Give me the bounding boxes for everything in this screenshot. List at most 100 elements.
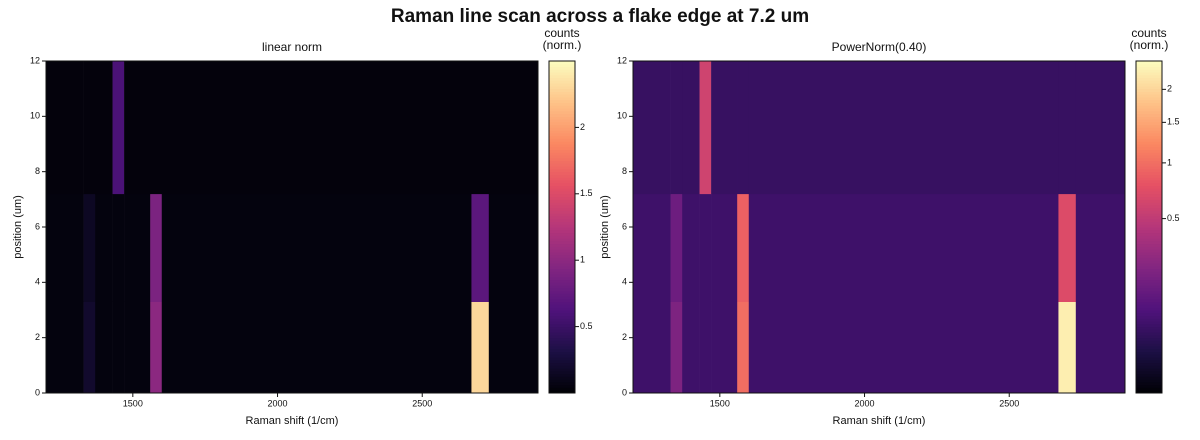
colorbar-segment: [1136, 130, 1162, 134]
colorbar-segment: [549, 113, 575, 117]
y-tick-label: 12: [30, 55, 40, 65]
colorbar-segment: [549, 119, 575, 123]
colorbar-segment: [549, 310, 575, 314]
y-tick-label: 0: [35, 387, 40, 397]
heatmap-cell: [711, 193, 738, 302]
colorbar-segment: [1136, 332, 1162, 336]
colorbar-segment: [549, 384, 575, 388]
y-tick-label: 2: [622, 332, 627, 342]
colorbar-segment: [549, 227, 575, 231]
colorbar-segment: [549, 168, 575, 173]
heatmap-cell: [124, 61, 151, 195]
colorbar-segment: [1136, 116, 1162, 120]
y-axis-label: position (um): [12, 195, 24, 259]
colorbar-segment: [1136, 312, 1162, 317]
colorbar-segment: [1136, 69, 1162, 73]
y-tick-label: 12: [617, 55, 627, 65]
colorbar-segment: [549, 185, 575, 189]
colorbar-segment: [549, 130, 575, 134]
colorbar-segment: [549, 301, 575, 305]
colorbar-segment: [1136, 384, 1162, 388]
colorbar-segment: [1136, 171, 1162, 175]
colorbar-segment: [549, 116, 575, 120]
x-axis-label: Raman shift (1/cm): [246, 415, 339, 427]
heatmap-cell: [633, 301, 671, 394]
colorbar-segment: [1136, 298, 1162, 303]
colorbar-segment: [549, 96, 575, 101]
colorbar-segment: [549, 365, 575, 369]
y-tick-label: 4: [35, 277, 40, 287]
heatmap-cell: [488, 301, 539, 394]
heatmap-cell: [95, 301, 113, 394]
colorbar-segment: [549, 232, 575, 236]
colorbar-frame: [548, 60, 576, 394]
colorbar-segment: [549, 88, 575, 92]
heatmap-cell: [124, 193, 151, 302]
colorbar-segment: [1136, 379, 1162, 383]
heatmap-cell: [670, 61, 683, 195]
colorbar-segment: [549, 343, 575, 347]
heatmap-cell: [682, 61, 700, 195]
colorbar-tick-label: 0.5: [1167, 213, 1180, 223]
colorbar-segment: [549, 146, 575, 151]
heatmap-cell: [150, 193, 163, 302]
y-tick-label: 2: [35, 332, 40, 342]
colorbar-segment: [1136, 177, 1162, 181]
colorbar-label: counts: [544, 26, 579, 40]
colorbar-segment: [1136, 188, 1162, 192]
colorbar-segment: [1136, 282, 1162, 286]
colorbar-segment: [1136, 204, 1162, 209]
colorbar-segment: [1136, 318, 1162, 322]
colorbar-segment: [549, 102, 575, 106]
colorbar-segment: [549, 196, 575, 200]
colorbar-segment: [1136, 174, 1162, 178]
colorbar-segment: [549, 80, 575, 84]
x-tick-label: 2500: [999, 398, 1019, 408]
colorbar-segment: [1136, 163, 1162, 167]
colorbar-segment: [549, 362, 575, 366]
heatmap-cell: [161, 61, 472, 195]
colorbar-segment: [549, 240, 575, 245]
heatmap-cell: [711, 61, 738, 195]
colorbar-segment: [549, 351, 575, 355]
colorbar-segment: [549, 144, 575, 148]
colorbar-segment: [549, 271, 575, 275]
colorbar-segment: [549, 251, 575, 256]
colorbar-segment: [549, 368, 575, 372]
heatmap-cell: [711, 301, 738, 394]
colorbar-segment: [1136, 72, 1162, 76]
colorbar-segment: [549, 124, 575, 128]
colorbar-segment: [549, 290, 575, 294]
colorbar-segment: [549, 315, 575, 319]
colorbar-segment: [1136, 323, 1162, 328]
colorbar-segment: [1136, 113, 1162, 117]
colorbar-segment: [549, 312, 575, 317]
colorbar-segment: [549, 157, 575, 162]
colorbar-segment: [549, 304, 575, 308]
colorbar-segment: [1136, 196, 1162, 200]
colorbar-segment: [1136, 246, 1162, 250]
colorbar-segment: [1136, 362, 1162, 366]
colorbar-segment: [1136, 329, 1162, 333]
colorbar-segment: [1136, 348, 1162, 352]
colorbar-segment: [549, 177, 575, 181]
colorbar-segment: [1136, 238, 1162, 242]
colorbar-segment: [549, 94, 575, 98]
colorbar-segment: [549, 326, 575, 330]
colorbar-segment: [1136, 285, 1162, 289]
colorbar-segment: [549, 85, 575, 90]
colorbar-segment: [1136, 290, 1162, 294]
colorbar-segment: [549, 381, 575, 386]
colorbar-segment: [549, 376, 575, 380]
heatmap-cell: [112, 301, 125, 394]
heatmap-cell: [737, 61, 750, 195]
colorbar-segment: [1136, 119, 1162, 123]
colorbar-segment: [549, 285, 575, 289]
colorbar-segment: [1136, 124, 1162, 128]
heatmap-cell: [46, 301, 84, 394]
heatmap-cell: [150, 61, 163, 195]
colorbar-segment: [1136, 334, 1162, 339]
colorbar-segment: [1136, 310, 1162, 314]
colorbar-segment: [549, 166, 575, 170]
heatmap-cell: [95, 61, 113, 195]
